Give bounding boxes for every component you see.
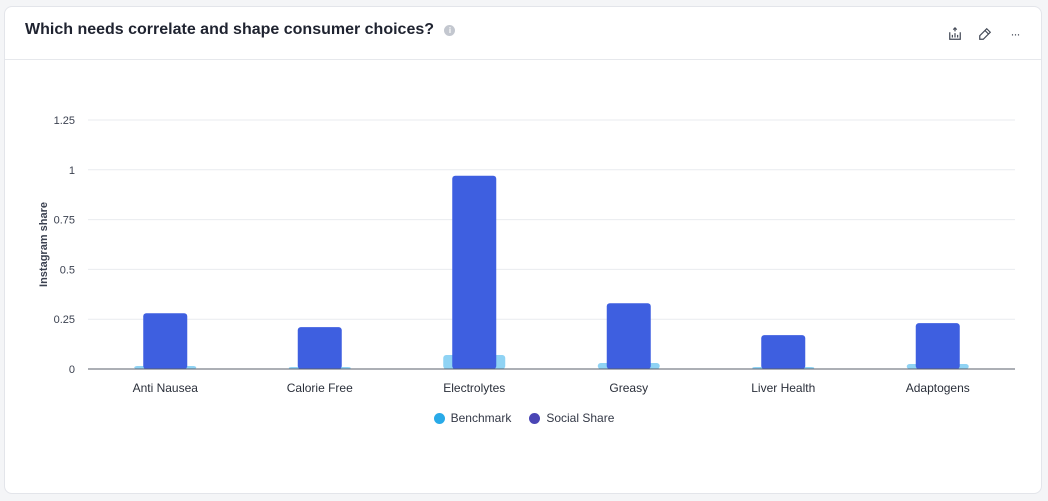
legend-label: Social Share [546,411,615,425]
y-tick-label: 0.25 [54,314,75,326]
y-tick-label: 0.75 [54,215,75,227]
chart-title: Which needs correlate and shape consumer… [25,21,435,38]
x-tick-label: Calorie Free [287,381,353,395]
x-tick-label: Electrolytes [443,381,505,395]
x-tick-label: Adaptogens [906,381,970,395]
chart-card: Which needs correlate and shape consumer… [4,6,1042,494]
y-axis-label: Instagram share [38,202,50,287]
legend-item[interactable]: Social Share [529,411,614,425]
card-header: Which needs correlate and shape consumer… [5,7,1041,60]
edit-icon[interactable] [975,24,995,44]
social-share-bar [761,335,806,369]
social-share-bar [143,313,188,369]
x-tick-label: Liver Health [751,381,815,395]
y-tick-label: 1.25 [54,115,75,127]
export-chart-icon[interactable] [945,24,965,44]
social-share-bar [297,327,342,369]
more-icon[interactable]: ··· [1010,27,1021,41]
social-share-bar [452,175,497,369]
y-tick-label: 0.5 [60,264,75,276]
info-icon[interactable]: i [444,25,456,36]
bar-chart: 0 0.25 0.5 0.75 1 1.25 Instagram share Anti Nau… [38,115,1015,395]
legend-label: Benchmark [450,411,512,425]
x-tick-label: Anti Nausea [133,381,199,395]
social-share-bar [606,303,651,369]
y-tick-label: 0 [69,364,75,376]
chart-legend: Benchmark Social Share [5,411,1043,425]
y-tick-label: 1 [69,165,75,177]
chart-toolbar: ··· [945,24,1025,44]
chart-area: 0 0.25 0.5 0.75 1 1.25 Instagram share Anti Nau… [5,60,1041,415]
x-tick-label: Greasy [609,381,648,395]
legend-swatch [529,412,541,424]
social-share-bar [915,323,960,369]
chart-title-row: Which needs correlate and shape consumer… [25,21,456,39]
legend-item[interactable]: Benchmark [433,411,512,425]
legend-swatch [433,412,445,424]
